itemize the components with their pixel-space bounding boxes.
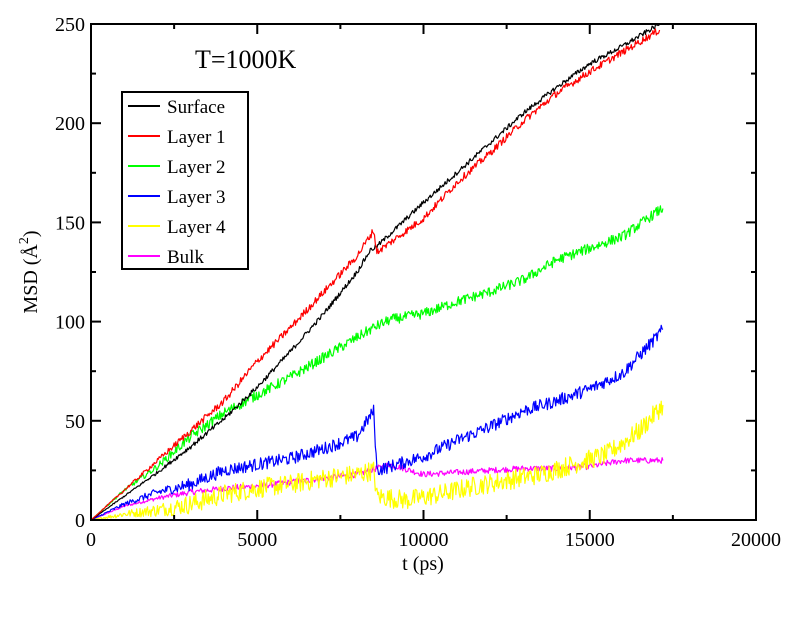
legend-label-bulk: Bulk [167, 247, 204, 268]
series-line-layer-3 [90, 324, 664, 521]
y-axis-title-prefix: MSD ( [20, 258, 42, 313]
y-axis-title-suffix: ) [20, 230, 42, 237]
y-tick-label: 150 [55, 212, 85, 234]
y-tick-label: 100 [55, 312, 85, 334]
series-layer [90, 23, 664, 521]
legend-label-layer-2: Layer 2 [167, 157, 226, 178]
y-tick-label: 200 [55, 113, 85, 135]
legend-label-layer-1: Layer 1 [167, 127, 226, 148]
series-line-layer-1 [90, 28, 661, 521]
x-tick-label: 0 [86, 529, 96, 551]
legend-box [121, 91, 249, 270]
x-tick-label: 10000 [399, 529, 449, 551]
y-axis-title-power: 2 [17, 237, 32, 244]
legend-items: Surface Layer 1 Layer 2 Layer 3 Layer 4 Bulk [128, 97, 226, 268]
x-tick-label: 20000 [731, 529, 781, 551]
y-tick-label: 250 [55, 14, 85, 36]
ticks-layer: 0 5000 10000 15000 20000 0 50 100 150 200 250 [55, 14, 781, 551]
series-line-layer-4 [90, 400, 664, 521]
legend-label-surface: Surface [167, 97, 225, 118]
legend-label-layer-4: Layer 4 [167, 217, 226, 238]
y-tick-label: 0 [75, 510, 85, 532]
x-axis-title: t (ps) [402, 553, 444, 575]
x-tick-label: 5000 [237, 529, 277, 551]
x-tick-label: 15000 [565, 529, 615, 551]
legend-label-layer-3: Layer 3 [167, 187, 226, 208]
legend: Surface Layer 1 Layer 2 Layer 3 Layer 4 Bulk [121, 91, 249, 270]
annotation-temperature: T=1000K [195, 45, 297, 74]
y-axis-title: MSD (Å2) [17, 230, 42, 313]
y-tick-label: 50 [65, 411, 85, 433]
series-line-layer-2 [90, 205, 664, 521]
y-axis-title-unit: Å [20, 244, 42, 259]
